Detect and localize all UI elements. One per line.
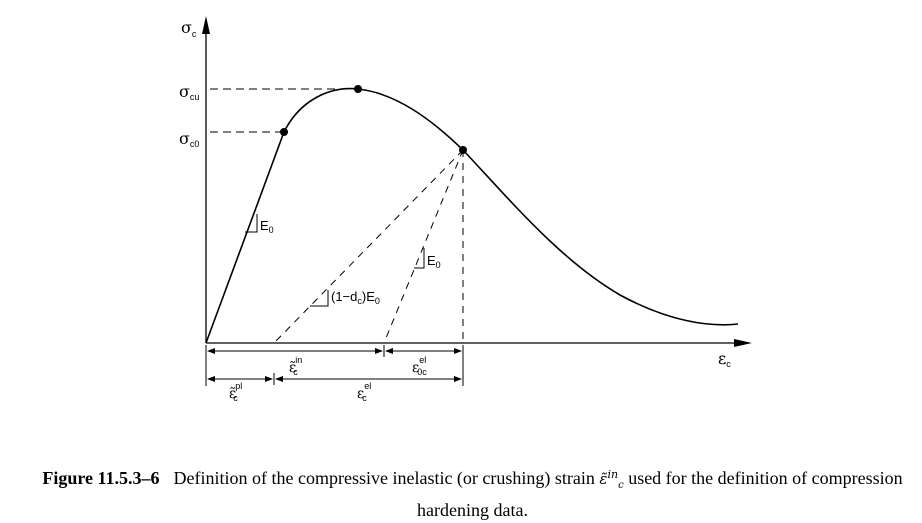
damaged-modulus-label: (1−dc)E0	[331, 289, 380, 306]
e0-unloading-slope-label: E0	[427, 253, 441, 270]
eps-pl-label: ε̃pl c	[229, 381, 242, 403]
e0-slope-label: E0	[260, 218, 274, 235]
sigma-c0-label: σc0	[179, 129, 199, 149]
unloading-slope-triangle	[414, 248, 425, 269]
damaged-slope-triangle	[310, 290, 329, 307]
y-axis-arrowhead	[202, 16, 210, 34]
compression-stress-strain-diagram: σc εc σcu σc0 E0 E0 (1−dc)E0 ε̃in c εel 0c…	[179, 16, 752, 403]
caption-text-before: Definition of the compressive inelastic …	[173, 468, 595, 488]
eps-0c-el-label: εel 0c	[412, 355, 427, 377]
x-axis-arrowhead	[734, 339, 752, 347]
e0-slope-triangle	[245, 214, 258, 233]
sigma-cu-point	[354, 85, 362, 93]
eps-in-label: ε̃in c	[289, 355, 302, 377]
sigma-cu-label: σcu	[179, 82, 199, 102]
x-axis-label: εc	[718, 349, 731, 369]
stress-strain-curve	[205, 87, 739, 344]
caption-inelastic-strain-symbol: ε̃inc	[599, 468, 624, 491]
eps-el-label: εel c	[357, 381, 371, 403]
sigma-c0-point	[280, 128, 288, 136]
figure-caption: Figure 11.5.3–6 Definition of the compres…	[40, 462, 905, 523]
damaged-unloading-line	[273, 149, 464, 344]
figure-number: Figure 11.5.3–6	[42, 468, 160, 488]
elastic-unloading-line	[383, 149, 464, 344]
y-axis-label: σc	[181, 18, 197, 39]
